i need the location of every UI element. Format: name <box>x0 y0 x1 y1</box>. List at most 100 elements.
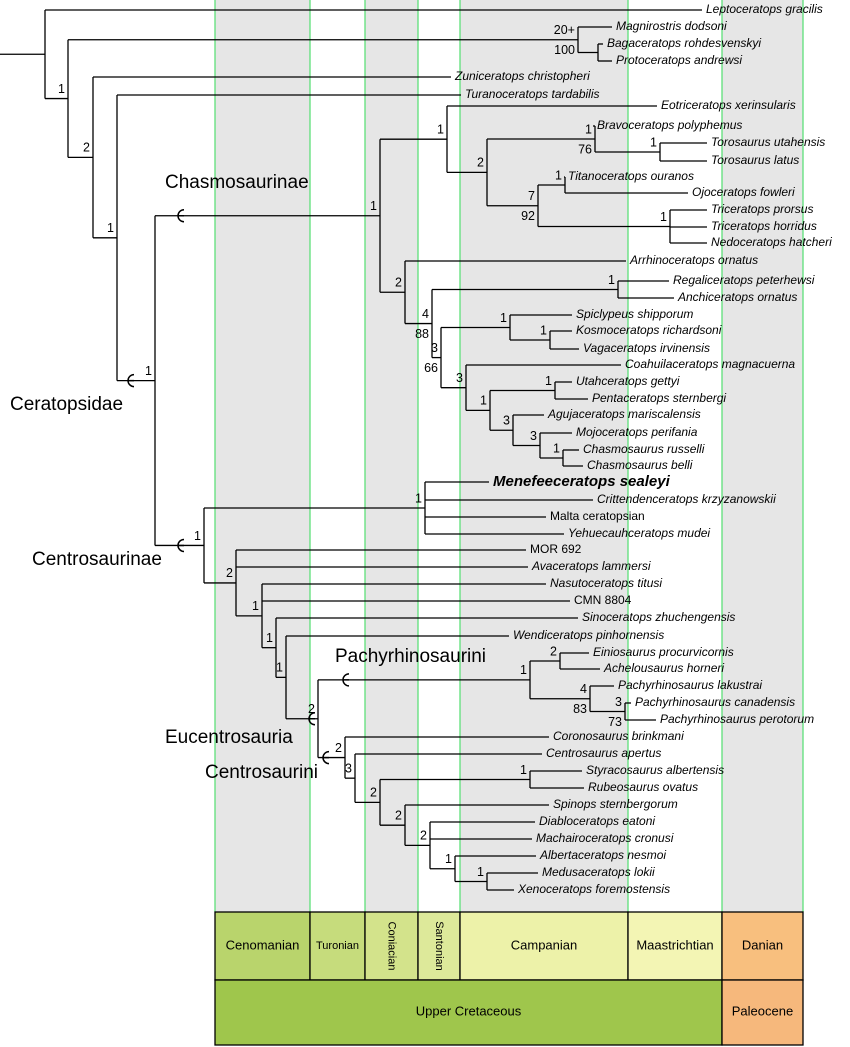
support-value: 1 <box>252 599 259 613</box>
taxon-label: Torosaurus latus <box>711 153 799 167</box>
taxon-label: Diabloceratops eatoni <box>539 814 655 828</box>
band <box>365 0 418 912</box>
support-value: 2 <box>335 741 342 755</box>
stage-box <box>364 911 419 981</box>
support-value: 3 <box>530 429 537 443</box>
taxon-label: Spiclypeus shipporum <box>576 307 693 321</box>
support-value: 3 <box>503 414 510 428</box>
support-value: 2 <box>395 276 402 290</box>
taxon-label: Sinoceratops zhuchengensis <box>582 610 735 624</box>
epoch-box <box>721 979 804 1046</box>
taxon-label: Protoceratops andrewsi <box>616 53 742 67</box>
taxon-label: Kosmoceratops richardsoni <box>576 323 722 337</box>
support-value: 3 <box>456 371 463 385</box>
stage-label: Maastrichtian <box>636 937 713 952</box>
support-value: 1 <box>585 122 592 136</box>
taxon-label: CMN 8804 <box>574 593 632 607</box>
tree: Leptoceratops gracilis Magnirostris dodso… <box>0 2 832 896</box>
support-value: 1 <box>437 122 444 136</box>
taxon-label: Centrosaurus apertus <box>546 746 661 760</box>
support-value: 7 <box>528 189 535 203</box>
taxon-label: Chasmosaurus belli <box>587 458 693 472</box>
bootstrap-value: 100 <box>554 43 575 57</box>
support-value: 1 <box>445 852 452 866</box>
taxon-label: Bravoceratops polyphemus <box>597 118 742 132</box>
support-value: 2 <box>550 644 557 658</box>
taxon-label: Crittendenceratops krzyzanowskii <box>597 492 776 506</box>
support-value: 1 <box>194 529 201 543</box>
taxon-label: Agujaceratops mariscalensis <box>547 407 701 421</box>
taxon-label: Bagaceratops rohdesvenskyi <box>607 36 761 50</box>
support-value: 1 <box>520 763 527 777</box>
stage-label: Campanian <box>511 937 578 952</box>
support-value: 1 <box>107 221 114 235</box>
taxon-label: Eotriceratops xerinsularis <box>661 98 796 112</box>
taxon-label: Torosaurus utahensis <box>711 135 825 149</box>
taxon-label: Utahceratops gettyi <box>576 374 680 388</box>
taxon-label: Xenoceratops foremostensis <box>517 882 670 896</box>
clade-name: Centrosaurinae <box>32 549 162 570</box>
taxon-label: Rubeosaurus ovatus <box>588 780 698 794</box>
stage-label: Danian <box>742 937 783 952</box>
stage-box <box>627 911 723 981</box>
bootstrap-value: 66 <box>424 361 438 375</box>
stage-box <box>459 911 629 981</box>
clade-marker <box>177 208 185 223</box>
epoch-box <box>214 979 723 1046</box>
taxon-label: Titanoceratops ouranos <box>568 169 694 183</box>
clade-marker <box>127 373 135 388</box>
band <box>215 0 310 912</box>
clade-name: Ceratopsidae <box>10 394 123 415</box>
taxon-label: Pachyrhinosaurus perotorum <box>660 712 814 726</box>
taxon-label: Mojoceratops perifania <box>576 425 698 439</box>
taxon-label: Arrhinoceratops ornatus <box>629 253 758 267</box>
taxon-label: Triceratops horridus <box>711 219 817 233</box>
support-value: 1 <box>553 441 560 455</box>
stage-label: Santonian <box>433 921 445 971</box>
taxon-label: Zuniceratops christopheri <box>454 69 590 83</box>
taxon-label: Ojoceratops fowleri <box>692 185 795 199</box>
taxon-label: Menefeeceratops sealeyi <box>493 473 671 490</box>
clade-marker <box>322 750 330 765</box>
taxon-label: MOR 692 <box>530 542 582 556</box>
support-value: 1 <box>370 199 377 213</box>
stage-label: Coniacian <box>386 922 398 971</box>
support-value: 1 <box>520 663 527 677</box>
taxon-label: Malta ceratopsian <box>550 509 645 523</box>
support-value: 2 <box>226 566 233 580</box>
taxon-label: Einiosaurus procurvicornis <box>593 645 734 659</box>
bootstrap-value: 73 <box>608 715 622 729</box>
support-value: 1 <box>480 394 487 408</box>
support-value: 20+ <box>554 23 575 37</box>
support-value: 3 <box>615 695 622 709</box>
epoch-label: Paleocene <box>732 1003 793 1018</box>
epoch-label: Upper Cretaceous <box>416 1003 522 1018</box>
taxon-label: Pachyrhinosaurus canadensis <box>635 695 795 709</box>
taxon-label: Coronosaurus brinkmani <box>553 729 684 743</box>
stage-label: Cenomanian <box>226 937 300 952</box>
taxon-label: Yehuecauhceratops mudei <box>568 526 710 540</box>
taxon-label: Turanoceratops tardabilis <box>465 87 600 101</box>
taxon-label: Pachyrhinosaurus lakustrai <box>618 678 762 692</box>
support-value: 2 <box>420 829 427 843</box>
clade-marker <box>177 538 185 553</box>
taxon-label: Nasutoceratops titusi <box>550 576 662 590</box>
bootstrap-value: 88 <box>415 327 429 341</box>
taxon-label: Magnirostris dodsoni <box>616 19 727 33</box>
taxon-label: Wendiceratops pinhornensis <box>513 628 664 642</box>
taxon-label: Nedoceratops hatcheri <box>711 235 832 249</box>
time-scale: Cenomanian Turonian Coniacian Santonian Camp… <box>214 911 804 1046</box>
band <box>722 0 803 912</box>
stage-box <box>214 911 311 981</box>
clade-name: Centrosaurini <box>205 762 318 783</box>
taxon-label: Achelousaurus horneri <box>603 661 724 675</box>
taxon-label: Triceratops prorsus <box>711 202 813 216</box>
clade-marker <box>342 673 350 687</box>
bootstrap-value: 76 <box>578 142 592 156</box>
time-bands <box>214 0 804 912</box>
clade-name: Chasmosaurinae <box>165 172 309 193</box>
taxon-label: Pentaceratops sternbergi <box>592 391 726 405</box>
support-value: 2 <box>308 702 315 716</box>
clade-name: Pachyrhinosaurini <box>335 646 486 667</box>
